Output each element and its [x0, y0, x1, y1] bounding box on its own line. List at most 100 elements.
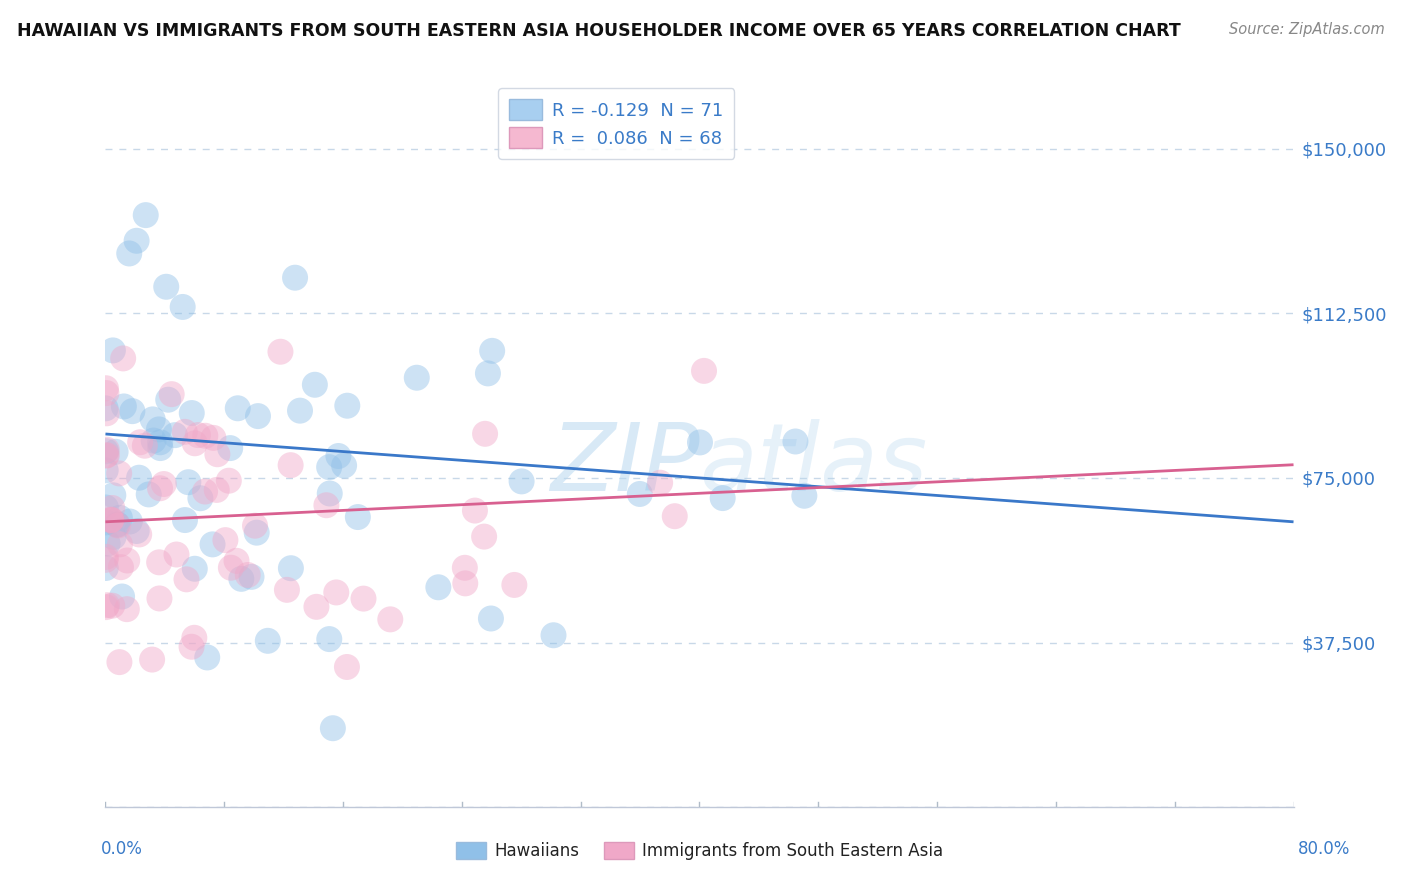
Point: [108, 655, 131, 669]
Point: [94, 500, 117, 515]
Point: [353, 591, 375, 606]
Point: [94, 600, 117, 615]
Point: [405, 370, 427, 384]
Point: [322, 721, 344, 735]
Point: [454, 576, 477, 591]
Point: [214, 533, 236, 548]
Point: [96, 386, 118, 401]
Point: [336, 660, 359, 674]
Point: [115, 553, 138, 567]
Point: [110, 560, 132, 574]
Point: [236, 568, 259, 582]
Point: [172, 300, 194, 314]
Point: [477, 367, 499, 381]
Point: [205, 483, 228, 497]
Point: [243, 518, 266, 533]
Text: atlas: atlas: [700, 419, 928, 510]
Point: [315, 498, 337, 512]
Point: [176, 572, 198, 586]
Point: [173, 425, 195, 439]
Point: [510, 475, 533, 489]
Point: [108, 537, 131, 551]
Point: [121, 404, 143, 418]
Point: [284, 270, 307, 285]
Point: [180, 640, 202, 654]
Point: [148, 591, 170, 606]
Text: Source: ZipAtlas.com: Source: ZipAtlas.com: [1229, 22, 1385, 37]
Point: [481, 343, 503, 358]
Point: [194, 429, 217, 443]
Point: [347, 510, 370, 524]
Point: [101, 599, 124, 613]
Point: [184, 436, 207, 450]
Point: [94, 444, 117, 458]
Point: [141, 652, 163, 666]
Point: [427, 580, 450, 594]
Point: [105, 517, 128, 532]
Point: [711, 491, 734, 505]
Point: [112, 400, 135, 414]
Point: [689, 435, 711, 450]
Point: [194, 484, 217, 499]
Point: [328, 449, 350, 463]
Point: [107, 518, 129, 533]
Point: [100, 513, 122, 527]
Point: [115, 602, 138, 616]
Point: [318, 632, 340, 646]
Point: [101, 343, 124, 358]
Point: [231, 572, 253, 586]
Point: [177, 475, 200, 490]
Point: [142, 412, 165, 426]
Point: [94, 549, 117, 564]
Point: [543, 628, 565, 642]
Point: [94, 561, 117, 575]
Point: [149, 435, 172, 450]
Point: [166, 548, 188, 562]
Point: [219, 441, 242, 455]
Point: [288, 403, 311, 417]
Point: [184, 562, 207, 576]
Point: [155, 279, 177, 293]
Point: [108, 511, 131, 525]
Point: [118, 246, 141, 260]
Point: [472, 530, 495, 544]
Point: [474, 426, 496, 441]
Point: [225, 554, 247, 568]
Point: [246, 409, 269, 423]
Point: [142, 434, 165, 448]
Point: [664, 509, 686, 524]
Point: [454, 561, 477, 575]
Point: [325, 585, 347, 599]
Point: [479, 611, 502, 625]
Point: [380, 612, 402, 626]
Point: [160, 387, 183, 401]
Point: [103, 530, 125, 544]
Text: HAWAIIAN VS IMMIGRANTS FROM SOUTH EASTERN ASIA HOUSEHOLDER INCOME OVER 65 YEARS : HAWAIIAN VS IMMIGRANTS FROM SOUTH EASTER…: [17, 22, 1181, 40]
Point: [207, 447, 229, 461]
Point: [125, 524, 148, 538]
Point: [202, 431, 225, 445]
Point: [269, 344, 291, 359]
Point: [240, 570, 263, 584]
Point: [793, 489, 815, 503]
Point: [219, 560, 242, 574]
Legend: Hawaiians, Immigrants from South Eastern Asia: Hawaiians, Immigrants from South Eastern…: [449, 835, 950, 867]
Point: [336, 399, 359, 413]
Point: [318, 460, 340, 475]
Text: 80.0%: 80.0%: [1298, 840, 1350, 858]
Text: 0.0%: 0.0%: [101, 840, 143, 858]
Point: [218, 474, 240, 488]
Point: [94, 381, 117, 395]
Point: [174, 513, 197, 527]
Point: [503, 578, 526, 592]
Point: [100, 513, 122, 527]
Point: [226, 401, 249, 416]
Point: [129, 435, 152, 450]
Point: [104, 444, 127, 458]
Point: [201, 537, 224, 551]
Point: [693, 364, 716, 378]
Point: [256, 633, 278, 648]
Point: [128, 527, 150, 541]
Point: [101, 500, 124, 515]
Point: [149, 481, 172, 495]
